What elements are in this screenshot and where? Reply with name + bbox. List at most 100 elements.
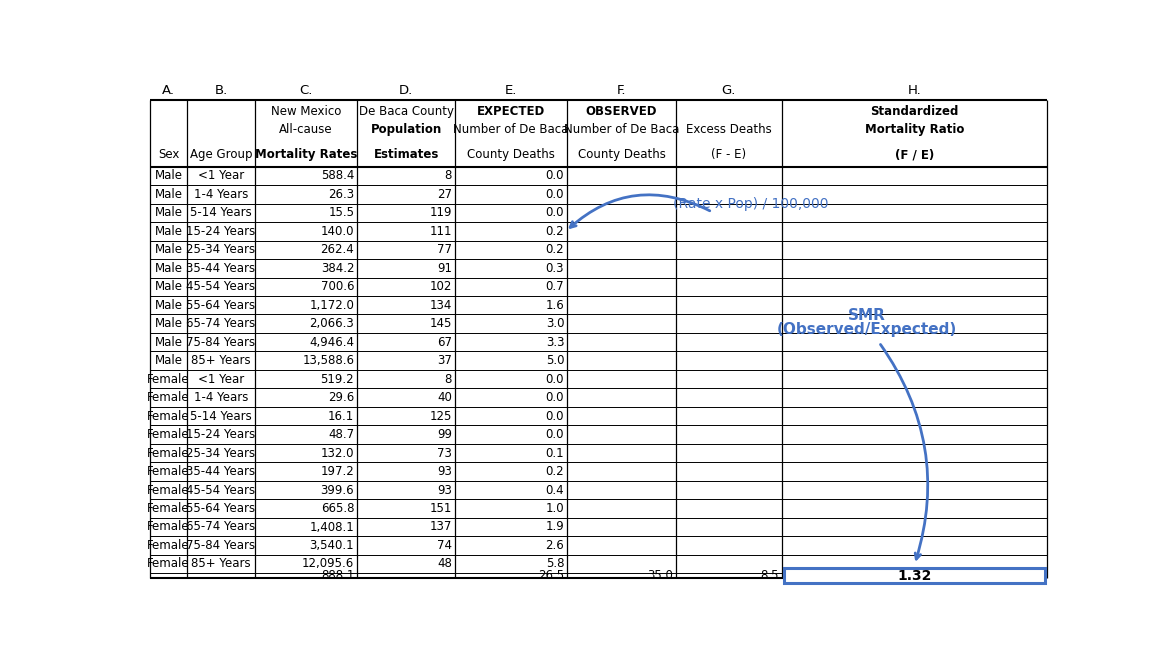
Text: 262.4: 262.4 — [320, 243, 354, 257]
Text: 77: 77 — [437, 243, 452, 257]
Text: 151: 151 — [429, 502, 452, 515]
Text: 12,095.6: 12,095.6 — [302, 557, 354, 570]
Text: 888.1: 888.1 — [321, 569, 354, 582]
Text: Female: Female — [148, 465, 190, 478]
Text: Female: Female — [148, 502, 190, 515]
Text: Mortality Ratio: Mortality Ratio — [865, 123, 965, 136]
Text: 35.0: 35.0 — [647, 569, 673, 582]
Text: 0.1: 0.1 — [546, 447, 564, 460]
Text: Mortality Rates: Mortality Rates — [255, 148, 357, 161]
Text: 3.0: 3.0 — [546, 317, 564, 330]
Text: 0.2: 0.2 — [546, 243, 564, 257]
Text: Population: Population — [370, 123, 442, 136]
Text: 399.6: 399.6 — [321, 484, 354, 496]
Text: Male: Male — [155, 262, 183, 275]
Text: 45-54 Years: 45-54 Years — [186, 484, 255, 496]
Text: 8: 8 — [444, 373, 452, 386]
Text: Female: Female — [148, 391, 190, 404]
Text: 27: 27 — [437, 188, 452, 201]
Text: 1.0: 1.0 — [546, 502, 564, 515]
Text: 0.2: 0.2 — [546, 465, 564, 478]
Text: 0.0: 0.0 — [546, 170, 564, 182]
Text: C.: C. — [300, 84, 313, 97]
Text: Sex: Sex — [158, 148, 179, 161]
Text: 102: 102 — [429, 280, 452, 293]
Text: 74: 74 — [437, 539, 452, 552]
Text: 5-14 Years: 5-14 Years — [190, 409, 252, 423]
Text: Male: Male — [155, 243, 183, 257]
Text: OBSERVED: OBSERVED — [586, 105, 657, 118]
Text: 35-44 Years: 35-44 Years — [186, 465, 255, 478]
Text: County Deaths: County Deaths — [468, 148, 556, 161]
Text: 1,408.1: 1,408.1 — [309, 521, 354, 533]
Text: 0.3: 0.3 — [546, 262, 564, 275]
Text: 15-24 Years: 15-24 Years — [186, 225, 255, 238]
Text: 93: 93 — [437, 484, 452, 496]
Text: Female: Female — [148, 447, 190, 460]
Text: (F / E): (F / E) — [895, 148, 934, 161]
Text: 1.32: 1.32 — [898, 569, 932, 582]
Text: E.: E. — [505, 84, 517, 97]
Text: G.: G. — [722, 84, 736, 97]
Text: Age Group: Age Group — [190, 148, 252, 161]
Text: 35-44 Years: 35-44 Years — [186, 262, 255, 275]
Text: 0.0: 0.0 — [546, 409, 564, 423]
Text: 197.2: 197.2 — [320, 465, 354, 478]
Text: 13,588.6: 13,588.6 — [302, 354, 354, 367]
Text: 37: 37 — [437, 354, 452, 367]
Text: 40: 40 — [437, 391, 452, 404]
Text: 0.0: 0.0 — [546, 373, 564, 386]
Text: Male: Male — [155, 188, 183, 201]
Text: 519.2: 519.2 — [321, 373, 354, 386]
Text: 0.2: 0.2 — [546, 225, 564, 238]
Text: 137: 137 — [429, 521, 452, 533]
Text: Standardized: Standardized — [871, 105, 959, 118]
Text: Excess Deaths: Excess Deaths — [686, 123, 772, 136]
Text: 2.6: 2.6 — [545, 539, 564, 552]
Text: Female: Female — [148, 521, 190, 533]
Text: 48: 48 — [437, 557, 452, 570]
Text: 588.4: 588.4 — [321, 170, 354, 182]
Text: 119: 119 — [429, 206, 452, 219]
Text: 0.7: 0.7 — [546, 280, 564, 293]
Text: Estimates: Estimates — [374, 148, 438, 161]
Text: 134: 134 — [429, 299, 452, 312]
Text: Male: Male — [155, 206, 183, 219]
Text: 4,946.4: 4,946.4 — [309, 336, 354, 348]
Text: 16.1: 16.1 — [328, 409, 354, 423]
Text: Female: Female — [148, 484, 190, 496]
Text: 0.0: 0.0 — [546, 428, 564, 441]
Text: 1-4 Years: 1-4 Years — [193, 391, 248, 404]
Text: 5.0: 5.0 — [546, 354, 564, 367]
Text: <1 Year: <1 Year — [198, 373, 244, 386]
Text: Male: Male — [155, 280, 183, 293]
Text: New Mexico: New Mexico — [271, 105, 341, 118]
Text: 91: 91 — [437, 262, 452, 275]
Text: 93: 93 — [437, 465, 452, 478]
Text: 1,172.0: 1,172.0 — [309, 299, 354, 312]
Text: 45-54 Years: 45-54 Years — [186, 280, 255, 293]
Text: Male: Male — [155, 299, 183, 312]
Text: Male: Male — [155, 170, 183, 182]
Text: D.: D. — [398, 84, 414, 97]
Text: 3,540.1: 3,540.1 — [309, 539, 354, 552]
Text: 55-64 Years: 55-64 Years — [186, 502, 255, 515]
Text: Number of De Baca: Number of De Baca — [564, 123, 680, 136]
Text: 26.5: 26.5 — [538, 569, 564, 582]
Text: 0.0: 0.0 — [546, 188, 564, 201]
Text: 8.5: 8.5 — [761, 569, 779, 582]
Text: 15.5: 15.5 — [328, 206, 354, 219]
Text: SMR: SMR — [849, 308, 886, 323]
Text: (Rate x Pop) / 100,000: (Rate x Pop) / 100,000 — [673, 198, 829, 211]
Text: Female: Female — [148, 373, 190, 386]
Text: 145: 145 — [429, 317, 452, 330]
Text: 25-34 Years: 25-34 Years — [186, 243, 255, 257]
Text: 132.0: 132.0 — [321, 447, 354, 460]
Text: 5-14 Years: 5-14 Years — [190, 206, 252, 219]
Text: 65-74 Years: 65-74 Years — [186, 521, 255, 533]
Text: 8: 8 — [444, 170, 452, 182]
Text: 25-34 Years: 25-34 Years — [186, 447, 255, 460]
Text: (Observed/Expected): (Observed/Expected) — [777, 322, 958, 336]
Text: 111: 111 — [429, 225, 452, 238]
Text: 26.3: 26.3 — [328, 188, 354, 201]
